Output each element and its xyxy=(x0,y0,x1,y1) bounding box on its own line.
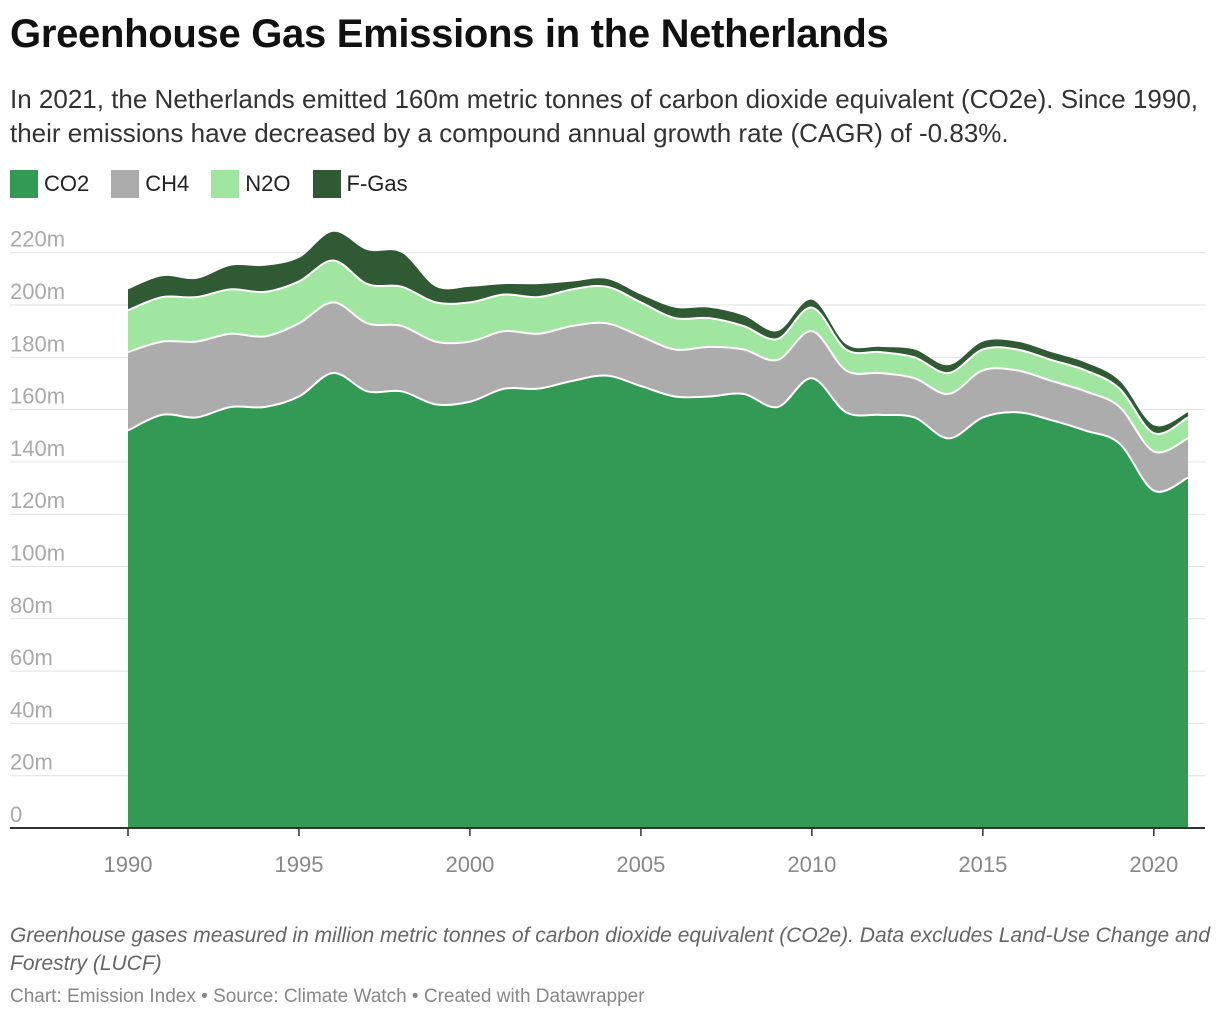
x-tick-label-2015: 2015 xyxy=(958,852,1007,877)
legend-swatch-ch4 xyxy=(111,170,140,198)
y-tick-label-9: 180m xyxy=(10,331,65,356)
x-tick-label-1990: 1990 xyxy=(104,852,153,877)
legend-item-n2o: N2O xyxy=(211,170,291,198)
y-tick-label-11: 220m xyxy=(10,227,65,252)
y-tick-label-0: 0 xyxy=(10,802,22,827)
area-edge-n2o xyxy=(127,259,1189,435)
y-tick-label-4: 80m xyxy=(10,593,53,618)
y-tick-label-5: 100m xyxy=(10,541,65,566)
area-series-n2o xyxy=(128,260,1188,453)
y-tick-label-10: 200m xyxy=(10,279,65,304)
chart-legend: CO2 CH4 N2O F-Gas xyxy=(10,170,430,198)
area-edge-co2 xyxy=(127,371,1189,493)
legend-item-co2: CO2 xyxy=(10,170,89,198)
legend-swatch-co2 xyxy=(10,170,38,198)
chart-source: Chart: Emission Index • Source: Climate … xyxy=(10,986,645,1007)
stacked-area-chart: 0 20m 40m 60m 80m 100m 120m 140m 160m 180m 200m 220… xyxy=(10,227,1205,877)
legend-label-fgas: F-Gas xyxy=(346,171,408,196)
y-tick-label-7: 140m xyxy=(10,436,65,461)
chart-note: Greenhouse gases measured in million met… xyxy=(10,924,1211,975)
legend-item-fgas: F-Gas xyxy=(312,170,408,198)
x-tick-label-2005: 2005 xyxy=(616,852,665,877)
legend-label-n2o: N2O xyxy=(245,171,291,196)
legend-label-ch4: CH4 xyxy=(145,171,190,196)
legend-label-co2: CO2 xyxy=(44,171,90,196)
y-tick-label-1: 20m xyxy=(10,750,53,775)
legend-item-ch4: CH4 xyxy=(111,170,189,198)
area-edge-ch4 xyxy=(127,301,1189,454)
y-tick-label-6: 120m xyxy=(10,488,65,513)
y-tick-label-8: 160m xyxy=(10,384,65,409)
chart-subtitle: In 2021, the Netherlands emitted 160m me… xyxy=(10,84,1199,148)
y-tick-label-2: 40m xyxy=(10,697,53,722)
x-tick-label-2020: 2020 xyxy=(1129,852,1178,877)
x-tick-label-2010: 2010 xyxy=(787,852,836,877)
x-tick-label-1995: 1995 xyxy=(274,852,323,877)
x-tick-label-2000: 2000 xyxy=(445,852,494,877)
legend-swatch-fgas xyxy=(312,170,341,198)
chart-title: Greenhouse Gas Emissions in the Netherla… xyxy=(10,12,889,56)
legend-swatch-n2o xyxy=(211,170,240,198)
y-tick-label-3: 60m xyxy=(10,645,53,670)
area-series-ch4 xyxy=(128,302,1188,492)
area-series-co2 xyxy=(128,372,1188,828)
area-series-fgas xyxy=(128,231,1188,434)
